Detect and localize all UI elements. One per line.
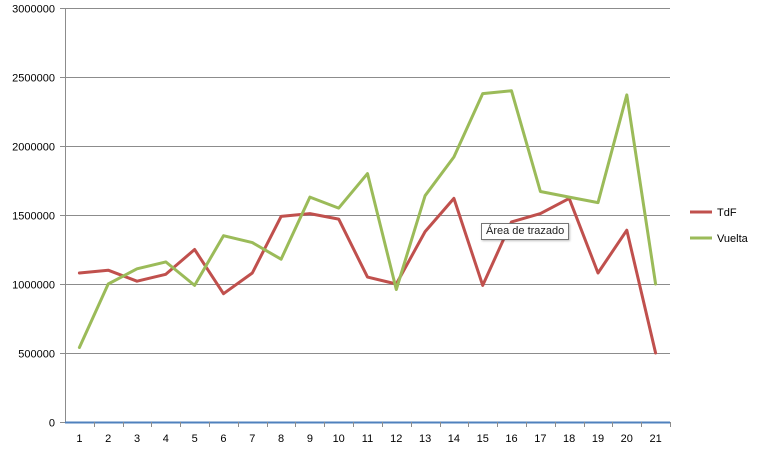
x-tick-label: 17 [534, 433, 546, 445]
y-tick-label: 2500000 [12, 73, 55, 85]
legend-label: TdF [717, 207, 737, 219]
x-tick-label: 3 [134, 433, 140, 445]
x-tick-label: 9 [307, 433, 313, 445]
x-tick-label: 21 [649, 433, 661, 445]
x-tick-label: 12 [390, 433, 402, 445]
series-group [77, 89, 658, 355]
x-tick-label: 2 [105, 433, 111, 445]
x-tick-label: 5 [192, 433, 198, 445]
x-tick-label: 6 [220, 433, 226, 445]
x-tick-label: 7 [249, 433, 255, 445]
x-tick-label: 16 [505, 433, 517, 445]
series-line-vuelta [77, 89, 658, 349]
x-tick-label: 10 [333, 433, 345, 445]
y-tick-label: 1000000 [12, 280, 55, 292]
plot-area-tooltip: Área de trazado [481, 223, 570, 240]
x-tick-label: 1 [76, 433, 82, 445]
y-tick-label: 0 [49, 418, 55, 430]
x-tick-label: 20 [621, 433, 633, 445]
y-tick-label: 500000 [18, 349, 55, 361]
x-tick-label: 11 [362, 433, 373, 445]
gridlines [60, 8, 670, 423]
series-line-tdf [77, 196, 658, 355]
y-tick-label: 2000000 [12, 142, 55, 154]
x-tick-label: 13 [419, 433, 431, 445]
y-axis-ticks: 0 500000 1000000 1500000 2000000 2500000 30000… [12, 4, 55, 430]
y-tick-label: 3000000 [12, 4, 55, 16]
x-tick-label: 18 [563, 433, 575, 445]
x-tick-label: 4 [163, 433, 169, 445]
x-tick-label: 19 [592, 433, 604, 445]
x-tick-label: 14 [448, 433, 460, 445]
legend: TdF Vuelta [690, 207, 749, 245]
x-tick-label: 8 [278, 433, 284, 445]
x-axis-ticks: 1 2 3 4 5 6 7 8 9 10 11 12 13 14 15 16 17 18 19 20 21 [76, 422, 671, 445]
y-tick-label: 1500000 [12, 211, 55, 223]
legend-label: Vuelta [717, 233, 749, 245]
x-tick-label: 15 [477, 433, 489, 445]
